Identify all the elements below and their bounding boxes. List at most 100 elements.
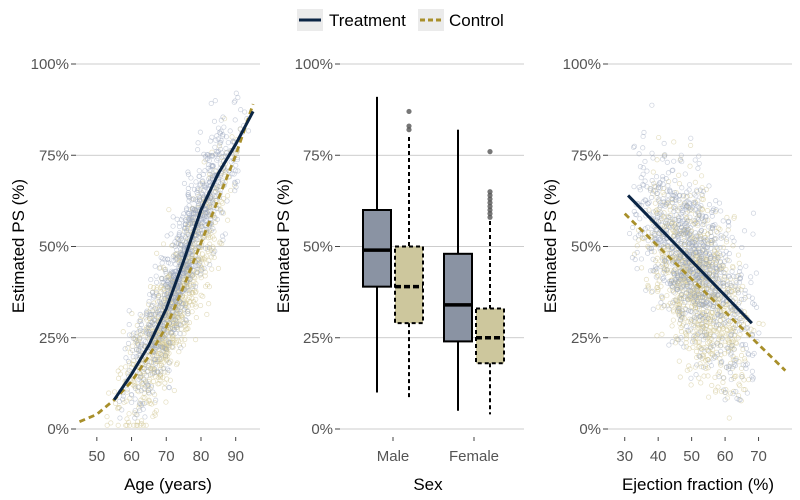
treatment-point <box>663 219 669 225</box>
treatment-point <box>674 284 680 290</box>
treatment-box-male <box>362 96 392 393</box>
control-point <box>703 365 709 371</box>
treatment-point <box>720 251 726 257</box>
treatment-point <box>678 205 684 211</box>
treatment-point <box>170 223 176 229</box>
treatment-point <box>164 284 170 290</box>
treatment-point <box>233 90 239 96</box>
treatment-point <box>693 233 700 239</box>
treatment-point <box>749 295 755 301</box>
treatment-point <box>218 140 224 146</box>
y-tick-label: 50% <box>571 239 601 256</box>
treatment-point <box>655 185 661 191</box>
treatment-point <box>644 168 650 174</box>
treatment-point <box>222 231 228 237</box>
treatment-point <box>181 180 187 186</box>
treatment-point <box>743 263 749 269</box>
control-point <box>138 418 145 424</box>
treatment-point <box>165 284 171 290</box>
treatment-point <box>653 274 659 280</box>
treatment-point <box>126 332 132 338</box>
treatment-point <box>655 213 661 219</box>
treatment-point <box>640 165 646 171</box>
treatment-point <box>695 165 701 171</box>
treatment-point <box>696 153 702 159</box>
treatment-point <box>654 190 660 197</box>
control-point <box>667 300 673 306</box>
treatment-point <box>728 377 734 383</box>
control-point <box>676 181 683 187</box>
treatment-point <box>698 202 704 209</box>
treatment-point <box>740 362 746 368</box>
treatment-point <box>678 340 684 346</box>
treatment-point <box>224 198 230 204</box>
treatment-point <box>185 194 191 200</box>
treatment-point <box>700 295 706 301</box>
outlier-point <box>487 203 493 209</box>
control-point <box>654 157 660 163</box>
control-point <box>210 234 216 240</box>
control-point <box>651 268 657 274</box>
control-point <box>129 361 135 367</box>
treatment-point <box>146 363 152 369</box>
treatment-point <box>172 295 178 301</box>
control-point <box>198 302 204 309</box>
control-point <box>204 311 210 317</box>
control-point <box>158 360 164 366</box>
control-point <box>671 139 677 145</box>
treatment-point <box>706 183 712 189</box>
control-point <box>228 187 234 193</box>
treatment-point <box>735 301 741 307</box>
treatment-point <box>720 262 726 268</box>
control-point <box>174 360 180 366</box>
treatment-point <box>694 275 700 281</box>
treatment-point <box>231 99 237 105</box>
treatment-point <box>717 250 723 256</box>
treatment-point <box>151 293 157 299</box>
treatment-point <box>717 312 724 319</box>
treatment-point <box>667 189 673 195</box>
treatment-point <box>714 257 720 263</box>
treatment-point <box>217 140 223 146</box>
control-point <box>185 296 191 302</box>
treatment-point <box>632 257 638 263</box>
control-point <box>132 383 138 389</box>
x-tick-label: 60 <box>123 448 140 465</box>
control-point <box>656 278 662 284</box>
control-point <box>160 241 167 247</box>
treatment-point <box>163 270 169 276</box>
treatment-point <box>689 317 695 323</box>
treatment-point <box>644 184 650 190</box>
treatment-point <box>637 164 643 170</box>
legend-label-treatment: Treatment <box>329 11 406 30</box>
control-point <box>190 196 196 202</box>
treatment-point <box>732 362 738 369</box>
treatment-point <box>663 176 669 182</box>
control-point <box>225 193 231 199</box>
treatment-point <box>649 229 655 235</box>
treatment-point <box>674 272 680 278</box>
treatment-point <box>687 327 693 333</box>
treatment-point <box>141 337 147 343</box>
treatment-point <box>132 396 138 402</box>
treatment-point <box>694 187 700 193</box>
treatment-point <box>659 222 665 228</box>
control-point <box>126 419 132 425</box>
treatment-point <box>700 222 706 228</box>
treatment-point <box>215 136 221 142</box>
control-point <box>723 387 729 393</box>
treatment-point <box>647 246 653 252</box>
treatment-point <box>713 244 719 250</box>
outlier-point <box>406 123 412 129</box>
y-tick-label: 0% <box>579 421 601 438</box>
control-point <box>190 285 196 291</box>
treatment-point <box>754 304 760 310</box>
treatment-point <box>128 392 134 398</box>
treatment-point <box>673 197 679 203</box>
treatment-point <box>195 140 201 146</box>
treatment-point <box>162 292 168 298</box>
treatment-point <box>649 288 655 294</box>
control-point <box>696 330 702 336</box>
y-tick-label: 25% <box>39 330 69 347</box>
treatment-point <box>130 354 136 360</box>
